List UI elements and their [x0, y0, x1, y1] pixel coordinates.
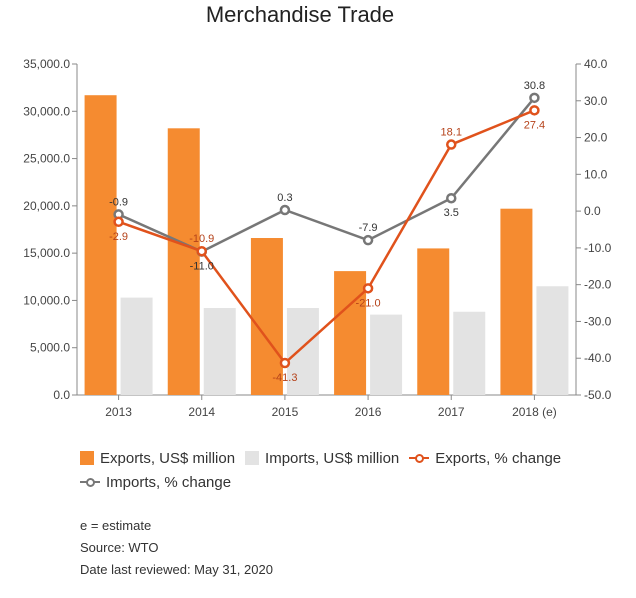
data-label-imports-change: -0.9 — [109, 196, 128, 208]
legend-label-exports-line: Exports, % change — [435, 449, 562, 467]
legend-label-exports-bar: Exports, US$ million — [100, 449, 236, 467]
y-right-tick-label: 40.0 — [584, 57, 608, 71]
data-label-exports-change: -41.3 — [272, 372, 297, 384]
bar-exports — [500, 208, 533, 395]
x-tick-label: 2017 — [438, 405, 465, 419]
y-left-tick-label: 0.0 — [53, 388, 70, 402]
y-left-tick-label: 20,000.0 — [23, 199, 70, 213]
x-tick-label: 2013 — [105, 405, 132, 419]
y-left-tick-label: 30,000.0 — [23, 104, 70, 118]
bar-exports — [417, 248, 450, 395]
point-exports-change — [279, 357, 291, 369]
y-right-tick-label: 30.0 — [584, 94, 608, 108]
y-left-tick-label: 10,000.0 — [23, 293, 70, 307]
bar-exports — [250, 238, 283, 395]
chart-notes: e = estimate Source: WTO Date last revie… — [80, 515, 273, 581]
legend-swatch-exports-bar — [80, 451, 94, 465]
legend-item-exports-bar[interactable]: Exports, US$ million — [80, 450, 235, 467]
point-imports-change — [279, 204, 291, 216]
data-label-imports-change: -7.9 — [359, 222, 378, 234]
x-tick-label: 2016 — [355, 405, 382, 419]
x-tick-label: 2015 — [272, 405, 299, 419]
legend: Exports, US$ million Imports, US$ millio… — [80, 446, 571, 494]
data-label-exports-change: -10.9 — [189, 233, 214, 245]
point-imports-change — [529, 92, 540, 104]
data-label-imports-change: -11.0 — [190, 261, 214, 273]
point-exports-change — [113, 216, 124, 228]
legend-item-exports-line[interactable]: Exports, % change — [409, 450, 561, 467]
chart-title: Merchandise Trade — [205, 2, 395, 27]
legend-label-imports-bar: Imports, US$ million — [265, 449, 400, 467]
bar-imports — [286, 307, 319, 395]
data-label-imports-change: 0.3 — [277, 192, 292, 204]
data-label-imports-change: 3.5 — [444, 207, 459, 219]
data-label-exports-change: 18.1 — [441, 127, 462, 139]
bar-exports — [84, 95, 117, 396]
y-left-tick-label: 15,000.0 — [23, 246, 70, 260]
data-label-exports-change: 27.4 — [524, 119, 545, 131]
point-exports-change — [196, 245, 207, 257]
y-right-tick-label: 0.0 — [584, 204, 601, 218]
point-exports-change — [446, 139, 457, 150]
combo-chart: 0.0 5,000.0 10,000.0 15,000.0 20,000.0 25,000… — [23, 57, 612, 419]
y-left-tick-label: 25,000.0 — [23, 152, 70, 166]
legend-item-imports-bar[interactable]: Imports, US$ million — [245, 450, 399, 467]
data-label-exports-change: -21.0 — [356, 297, 381, 309]
bar-exports — [167, 128, 200, 395]
legend-swatch-exports-line — [409, 451, 430, 465]
y-left-tick-label: 35,000.0 — [23, 57, 70, 71]
y-right-tick-label: -50.0 — [584, 388, 612, 402]
legend-swatch-imports-bar — [245, 451, 260, 465]
bar-imports — [536, 286, 569, 395]
data-label-exports-change: -2.9 — [109, 231, 128, 243]
y-right-tick-label: -30.0 — [584, 314, 612, 328]
y-right-tick-label: 10.0 — [584, 167, 608, 181]
point-imports-change — [362, 234, 374, 246]
point-exports-change — [529, 105, 540, 116]
y-right-tick-label: -10.0 — [584, 241, 612, 255]
point-exports-change — [362, 283, 374, 294]
x-tick-label: 2018 (e) — [512, 405, 557, 419]
point-imports-change — [446, 192, 457, 204]
data-label-imports-change: 30.8 — [524, 80, 545, 92]
legend-item-imports-line[interactable]: Imports, % change — [80, 474, 231, 491]
y-right-tick-label: 20.0 — [584, 131, 608, 145]
legend-label-imports-line: Imports, % change — [106, 473, 232, 491]
line-exports-change — [118, 109, 535, 365]
note-estimate: e = estimate — [80, 518, 152, 533]
note-source: Source: WTO — [80, 540, 159, 555]
bar-exports — [334, 271, 367, 395]
y-left-tick-label: 5,000.0 — [30, 341, 70, 355]
x-tick-label: 2014 — [188, 405, 215, 419]
y-right-tick-label: -40.0 — [584, 351, 612, 365]
legend-swatch-imports-line — [80, 475, 100, 489]
bar-imports — [203, 307, 236, 395]
note-date-reviewed: Date last reviewed: May 31, 2020 — [80, 562, 273, 577]
bar-imports — [453, 311, 486, 395]
y-right-tick-label: -20.0 — [584, 278, 612, 292]
bar-imports — [120, 297, 153, 395]
bar-imports — [370, 314, 403, 395]
